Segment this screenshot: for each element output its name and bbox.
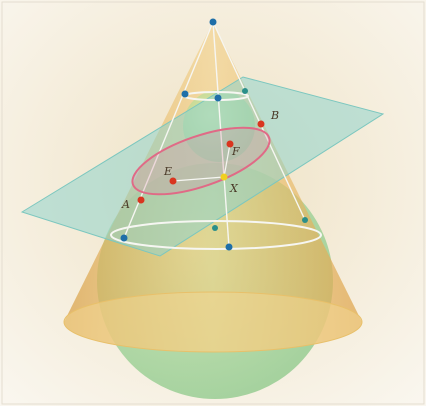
point-a [137,196,145,204]
label-f: F [231,145,240,158]
cutting-plane [20,76,385,257]
label-x: X [229,182,239,195]
lower-tangent-circle [110,220,322,250]
lower-circle-point-right [302,217,308,223]
point-e [169,177,177,185]
lower-circle-point-left [120,234,128,242]
segment-x-f [223,143,231,178]
label-b: B [270,109,279,122]
point-x [220,173,228,181]
lower-circle-point-back [212,225,218,231]
point-b [257,120,265,128]
generator-line-mid [212,21,230,248]
cone-base [63,291,363,353]
section-ellipse [131,126,271,196]
label-e: E [163,165,172,178]
point-f [226,140,234,148]
generator-line-right [212,21,306,221]
apex-point [209,18,217,26]
upper-circle-point-right [242,88,248,94]
label-a: A [121,198,130,211]
lower-circle-point-mid [225,243,233,251]
upper-circle-point-left [181,90,189,98]
segment-x-e [172,176,225,182]
upper-circle-point-mid [214,94,222,102]
